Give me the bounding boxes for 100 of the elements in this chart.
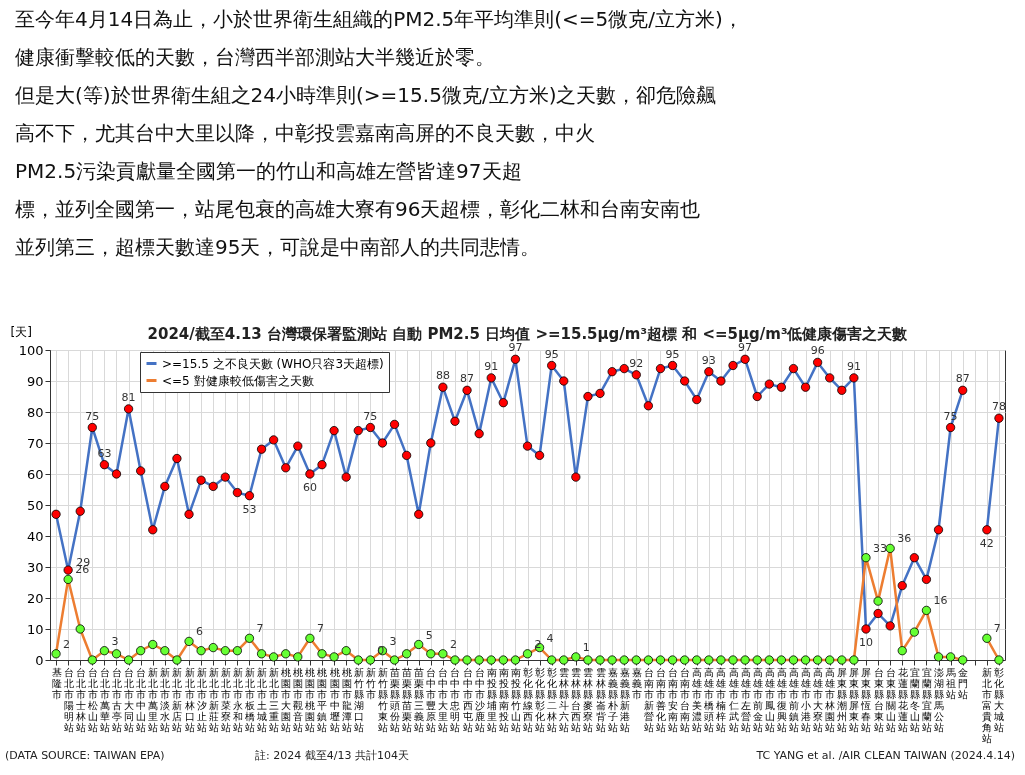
- x-tick-label: 台中市豐原站: [426, 666, 437, 733]
- x-tick-label: 新北市土城站: [256, 666, 268, 733]
- x-tick-label: 台北市士林站: [74, 666, 86, 733]
- text: 至今年4月14日為止，小於世界衛生組織的PM2.5年平均準則(<=5微克/立方米)，: [15, 7, 743, 31]
- x-tick-label: 桃園市大園站: [281, 666, 292, 733]
- data-label: 3: [111, 634, 119, 648]
- chart-title: 2024/截至4.13 台灣環保署監測站 自動 PM2.5 日均值 >=15.5μg/m³超標 和 <=5μg/m³低健康傷害之天數: [147, 325, 909, 343]
- x-tick-label: 台南市新營站: [643, 666, 654, 733]
- legend-label: >=15.5 之不良天數 (WHO只容3天超標): [162, 356, 384, 371]
- x-tick-label: 台南市安南站: [668, 666, 679, 733]
- data-label: 75: [363, 409, 378, 423]
- x-tick-label: 馬祖站: [945, 666, 957, 700]
- x-tick-label: 高雄市楠梓站: [715, 666, 727, 733]
- data-label: 16: [933, 594, 948, 608]
- data-label: 2: [449, 637, 457, 651]
- x-tick-label: 新北市汐止站: [196, 666, 207, 733]
- text: 並列第三，超標天數達95天，可說是中南部人的共同悲情。: [15, 235, 541, 259]
- x-tick-label: 台南市善化站: [655, 666, 666, 733]
- x-tick-label: 花蓮縣花蓮站: [897, 666, 908, 733]
- x-tick-label: 雲林縣斗六站: [558, 666, 570, 733]
- data-label: 97: [508, 341, 523, 355]
- data-label: 1: [582, 640, 590, 654]
- x-tick-label: 南投縣竹山站: [509, 666, 521, 733]
- x-tick-label: 台北市松山站: [87, 666, 98, 733]
- data-label: 42: [979, 536, 994, 550]
- x-tick-label: 屏東縣潮州站: [837, 666, 848, 733]
- data-label: 91: [846, 359, 861, 373]
- x-tick-label: 台北市中山站: [136, 666, 147, 733]
- y-tick-label: 90: [26, 373, 44, 389]
- x-tick-label: 屏東縣恆春站: [860, 666, 872, 733]
- x-tick-label: 桃園市中壢站: [328, 666, 340, 733]
- x-tick-label: 桃園市觀音站: [293, 666, 304, 733]
- x-tick-label: 新竹市: [365, 666, 376, 700]
- y-tick-label: 50: [26, 497, 44, 513]
- x-tick-label: 高雄市前鎮站: [787, 666, 799, 733]
- x-tick-label: 桃園市平鎮站: [317, 666, 328, 733]
- y-axis-title: [天]: [10, 324, 32, 339]
- data-label: 93: [701, 353, 716, 367]
- data-label: 7: [993, 622, 1001, 636]
- x-tick-label: 金門站: [958, 666, 969, 700]
- y-tick-label: 80: [26, 404, 44, 420]
- x-tick-label: 嘉義縣朴子站: [606, 666, 618, 733]
- x-tick-label: 高雄市小港站: [800, 666, 812, 733]
- x-tick-label: 基隆市: [51, 666, 62, 700]
- text: TC YANG et al. /AIR CLEAN TAIWAN (2024.4.14): [755, 749, 1015, 762]
- x-tick-label: 宜蘭縣冬山站: [909, 666, 920, 733]
- data-label: 6: [196, 625, 204, 639]
- x-tick-label: 新北市淡水站: [160, 666, 171, 733]
- x-tick-label: 高雄市鳳山站: [763, 666, 775, 733]
- x-tick-label: 桃園市龍潭站: [341, 666, 352, 733]
- x-tick-label: 台北市萬華站: [99, 666, 110, 733]
- data-label: 75: [85, 409, 100, 423]
- x-tick-label: 新北市菜寮站: [220, 666, 231, 733]
- x-tick-label: 新北市萬里站: [148, 666, 159, 733]
- legend-label: <=5 對健康較低傷害之天數: [162, 373, 314, 388]
- text: 高不下，尤其台中大里以降，中彰投雲嘉南高屏的不良天數，中火: [15, 121, 595, 145]
- x-tick-label: 嘉義市: [631, 666, 642, 700]
- x-tick-label: 台北市大同站: [124, 666, 135, 733]
- data-label: 0: [377, 644, 385, 657]
- y-tick-label: 10: [26, 621, 44, 637]
- text: 健康衝擊較低的天數，台灣西半部測站大半幾近於零。: [15, 45, 495, 69]
- y-tick-label: 100: [18, 342, 44, 358]
- text: 註: 2024 截至4/13 共計104天: [255, 749, 409, 762]
- data-label: 97: [738, 341, 753, 355]
- x-tick-label: 台東縣台東站: [873, 666, 884, 733]
- x-tick-label: 南投縣南投站: [497, 666, 509, 733]
- x-tick-label: 高雄市林園站: [824, 666, 836, 733]
- x-tick-label: 苗栗縣三義站: [414, 666, 425, 733]
- data-label: 88: [435, 369, 450, 383]
- x-tick-label: 桃園市桃園站: [305, 666, 316, 733]
- x-tick-label: 台中市西屯站: [462, 666, 473, 733]
- x-tick-label: 彰化縣彰化站: [535, 666, 546, 733]
- x-tick-label: 高雄市橋頭站: [703, 666, 715, 733]
- y-tick-label: 40: [26, 528, 44, 544]
- data-label: 81: [121, 390, 136, 404]
- x-tick-label: 高雄市左營站: [739, 666, 751, 733]
- x-tick-label: 彰化縣大城站: [993, 666, 1005, 733]
- x-tick-label: 澎湖縣馬公站: [933, 666, 945, 733]
- x-tick-label: 高雄市復興站: [775, 666, 787, 733]
- x-tick-label: 雲林縣台西站: [570, 666, 582, 733]
- x-tick-label: 新竹縣湖口站: [353, 666, 364, 733]
- data-label: 53: [242, 502, 257, 516]
- y-tick-label: 30: [26, 559, 44, 575]
- x-tick-label: 台北市古亭站: [111, 666, 122, 733]
- x-tick-label: 新北市三重站: [269, 666, 280, 733]
- text: PM2.5污染貢獻量全國第一的竹山和高雄左營皆達97天超: [15, 159, 522, 183]
- x-tick-label: 台北市陽明站: [63, 666, 74, 733]
- x-tick-label: 新北市新店站: [172, 666, 183, 733]
- x-tick-label: 高雄市仁武站: [727, 666, 739, 733]
- text: 但是大(等)於世界衛生組之24小時準則(>=15.5微克/立方米)之天數，卻危險飆: [15, 83, 717, 107]
- x-tick-label: 台東縣關山站: [885, 666, 896, 733]
- data-label: 33: [872, 541, 887, 555]
- x-tick-label: 台中市忠明站: [449, 666, 461, 733]
- data-label: 7: [256, 622, 264, 636]
- data-label: 95: [544, 347, 559, 361]
- y-tick-label: 20: [26, 590, 44, 606]
- data-label: 5: [425, 628, 433, 642]
- text: (DATA SOURCE: TAIWAN EPA): [5, 749, 165, 762]
- x-tick-label: 嘉義縣新港站: [619, 666, 630, 733]
- x-tick-label: 南投縣埔里站: [485, 666, 497, 733]
